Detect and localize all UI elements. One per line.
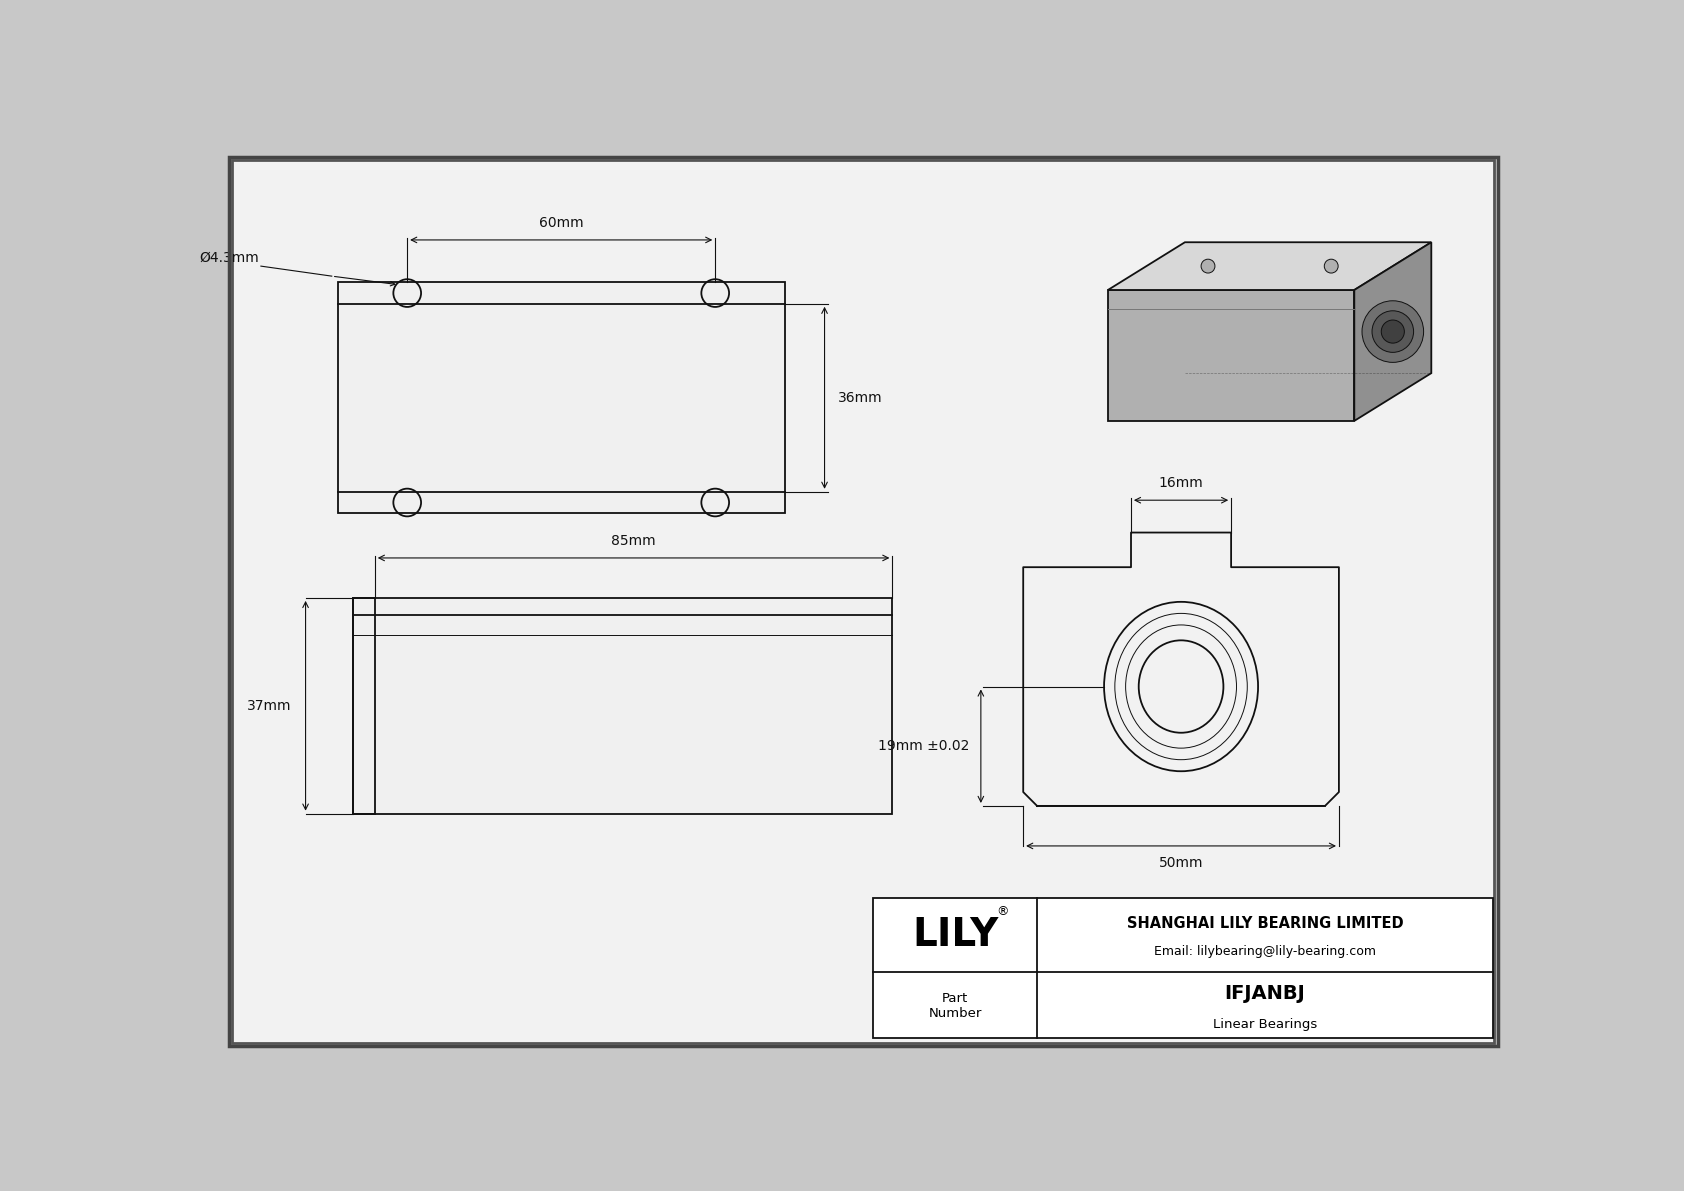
Text: 60mm: 60mm [539,216,584,230]
Bar [872,898,1494,1039]
Text: 19mm ±0.02: 19mm ±0.02 [877,740,970,753]
Bar [354,598,376,813]
Circle shape [1381,320,1404,343]
Circle shape [1324,260,1339,273]
Polygon shape [1108,289,1354,420]
Text: ®: ® [997,905,1009,918]
Text: IFJANBJ: IFJANBJ [1224,984,1305,1003]
Text: 36mm: 36mm [839,391,882,405]
Text: Linear Bearings: Linear Bearings [1212,1018,1317,1031]
Bar [354,598,893,813]
Text: LILY: LILY [913,916,999,954]
Bar [338,282,785,513]
Text: 16mm: 16mm [1159,476,1204,491]
Circle shape [1201,260,1214,273]
Polygon shape [1354,242,1431,420]
Text: SHANGHAI LILY BEARING LIMITED: SHANGHAI LILY BEARING LIMITED [1127,916,1403,931]
Text: Email: lilybearing@lily-bearing.com: Email: lilybearing@lily-bearing.com [1154,944,1376,958]
Text: 85mm: 85mm [611,534,655,548]
Text: Ø4.3mm: Ø4.3mm [199,250,259,264]
Circle shape [1362,301,1423,362]
Text: 50mm: 50mm [1159,856,1204,869]
Circle shape [1372,311,1413,353]
Text: Part
Number: Part Number [928,992,982,1021]
Text: 37mm: 37mm [248,699,291,712]
Polygon shape [1108,242,1431,289]
